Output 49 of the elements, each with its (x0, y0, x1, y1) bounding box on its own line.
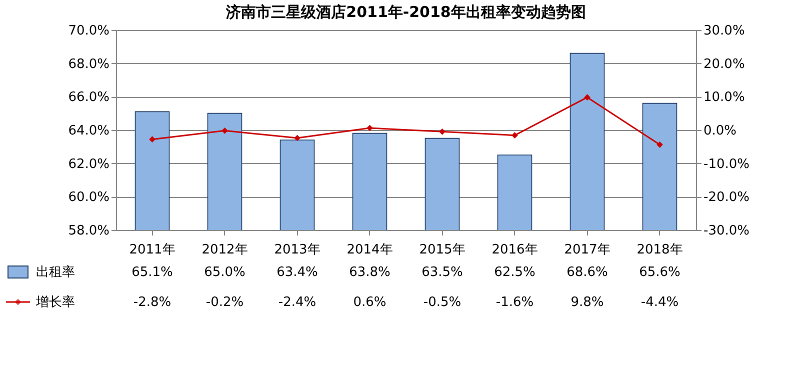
y-tick-label: 66.0% (68, 90, 110, 106)
point (294, 134, 300, 142)
data-label: 63.4% (276, 265, 318, 280)
x-tick-label: 2012年 (202, 242, 248, 258)
point (149, 136, 156, 142)
x-tick-label: 2014年 (346, 242, 393, 258)
x-tick-label: 2016年 (492, 242, 538, 258)
y-tick-label: 62.0% (68, 156, 110, 172)
legend-label: 增长率 (35, 294, 75, 310)
data-label: -0.2% (206, 295, 244, 310)
x-tick-label: 2017年 (564, 242, 610, 258)
data-label: 62.5% (494, 265, 536, 280)
y2-tick-label: 10.0% (704, 90, 745, 106)
y-tick-label: 68.0% (68, 56, 110, 72)
legend-label: 出租率 (36, 264, 75, 280)
data-label: 63.8% (349, 265, 390, 280)
data-label: 0.6% (353, 295, 386, 310)
chart-title: 济南市三星级酒店2011年-2018年出租率变动趋势图 (225, 3, 586, 21)
y2-tick-label: -10.0% (704, 156, 750, 172)
x-tick-label: 2015年 (419, 242, 466, 258)
data-label: 65.6% (639, 265, 680, 280)
point (584, 94, 590, 100)
data-label: -0.5% (423, 295, 462, 310)
y2-tick-label: 30.0% (704, 24, 745, 38)
y-tick-label: 60.0% (68, 190, 110, 206)
x-tick-label: 2011年 (129, 242, 176, 258)
x-tick-label: 2013年 (274, 242, 320, 258)
point (656, 142, 663, 148)
point (222, 128, 228, 134)
y2-tick-label: -30.0% (704, 224, 750, 238)
data-label: 65.1% (132, 265, 173, 280)
y2-tick-label: -20.0% (704, 190, 750, 206)
point (439, 128, 446, 135)
y-tick-label: 64.0% (68, 124, 110, 138)
data-label: -2.4% (278, 295, 316, 310)
y2-tick-label: 0.0% (704, 124, 737, 138)
y-tick-label: 58.0% (68, 224, 110, 238)
data-label: 65.0% (204, 265, 246, 280)
data-label: -1.6% (496, 295, 534, 310)
data-label: 68.6% (566, 265, 608, 280)
point (512, 132, 518, 138)
data-label: 9.8% (570, 295, 604, 310)
x-tick-label: 2018年 (636, 242, 683, 258)
data-label: 63.5% (422, 265, 463, 280)
y2-tick-label: 20.0% (704, 56, 745, 72)
data-label: -4.4% (640, 295, 679, 310)
y-tick-label: 70.0% (68, 24, 110, 38)
data-label: -2.8% (133, 295, 172, 310)
point (366, 124, 373, 132)
